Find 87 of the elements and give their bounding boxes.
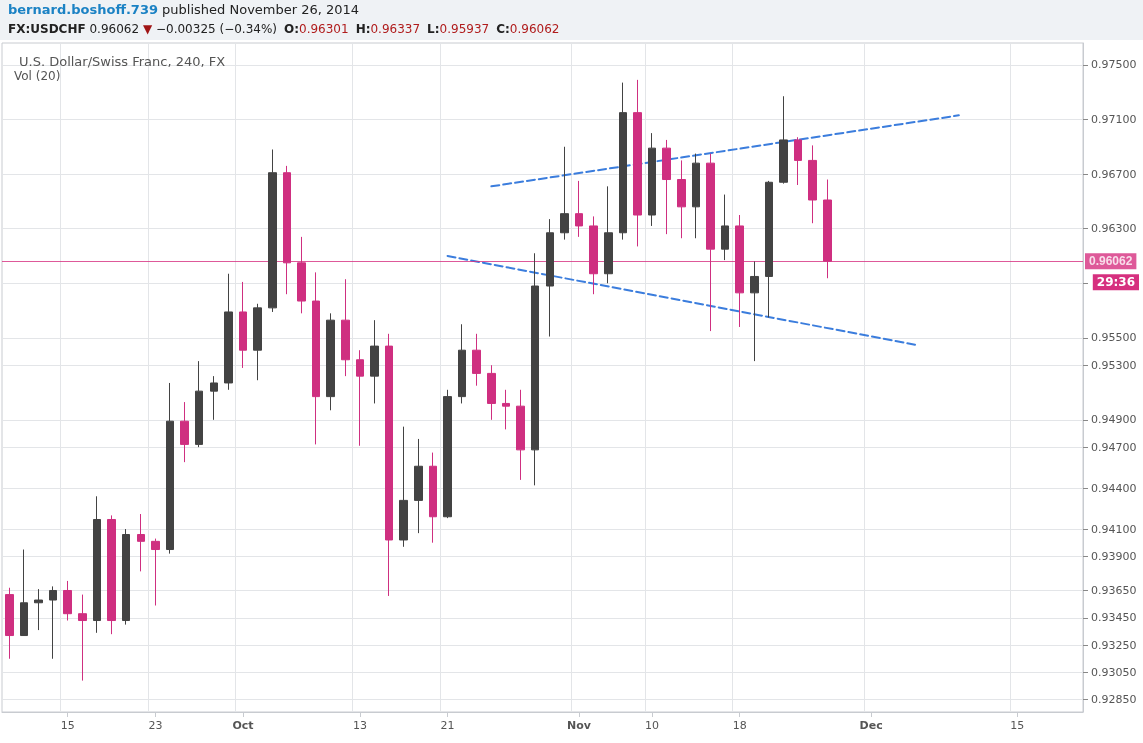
y-tick-label: 0.93900 bbox=[1091, 549, 1137, 563]
candlestick bbox=[604, 185, 613, 284]
candlestick bbox=[808, 144, 817, 224]
candlestick bbox=[472, 333, 481, 387]
candlestick bbox=[166, 382, 174, 555]
candlestick bbox=[692, 153, 700, 239]
y-tick-label: 0.95500 bbox=[1091, 331, 1137, 345]
candlestick bbox=[648, 132, 656, 227]
y-tick-label: 0.97500 bbox=[1091, 58, 1137, 72]
y-tick-label: 0.94700 bbox=[1091, 440, 1137, 454]
candlestick bbox=[443, 389, 452, 519]
y-tick-label: 0.97100 bbox=[1091, 112, 1137, 126]
x-tick-label: 23 bbox=[148, 719, 163, 732]
candlestick bbox=[195, 360, 203, 448]
text: L:0.95937 bbox=[427, 22, 490, 36]
x-tick-label: Dec bbox=[859, 719, 883, 732]
candlestick bbox=[765, 180, 773, 318]
candlestick bbox=[414, 438, 423, 534]
candlestick bbox=[78, 594, 87, 682]
candlestick bbox=[180, 401, 189, 463]
candlestick bbox=[794, 136, 802, 186]
y-tick-label: 0.96300 bbox=[1091, 222, 1137, 236]
candlestick bbox=[239, 281, 247, 369]
candlestick bbox=[137, 513, 145, 572]
ref-line-label: 0.96062 bbox=[1089, 254, 1133, 269]
candlestick bbox=[721, 194, 729, 261]
candlestick bbox=[20, 549, 28, 637]
candlestick bbox=[253, 303, 262, 381]
candlestick bbox=[5, 587, 14, 660]
text: O:0.96301 bbox=[284, 22, 349, 36]
candlestick bbox=[107, 514, 116, 635]
candlestick bbox=[546, 218, 554, 338]
x-tick-label: 15 bbox=[1010, 719, 1025, 732]
candlestick bbox=[779, 95, 788, 185]
candlestick bbox=[677, 159, 686, 239]
candlestick bbox=[458, 323, 466, 404]
candlestick bbox=[662, 139, 671, 235]
candlestick bbox=[399, 426, 408, 548]
x-tick-label: Oct bbox=[232, 719, 254, 732]
y-tick-label: 0.92850 bbox=[1091, 693, 1137, 707]
candlestick bbox=[370, 319, 379, 404]
x-tick-label: 13 bbox=[352, 719, 367, 732]
y-tick-label: 0.93250 bbox=[1091, 638, 1137, 652]
candlestick bbox=[268, 148, 277, 313]
candlestick bbox=[312, 271, 320, 445]
text: U.S. Dollar/Swiss Franc, 240, FX bbox=[19, 54, 226, 69]
candlestick bbox=[575, 180, 583, 238]
y-tick-label: 0.93650 bbox=[1091, 583, 1137, 597]
x-tick-label: 21 bbox=[440, 719, 455, 732]
y-tick-label: 0.94900 bbox=[1091, 413, 1137, 427]
candlestick bbox=[560, 146, 569, 241]
candlestick bbox=[502, 389, 510, 430]
x-tick-label: 15 bbox=[60, 719, 75, 732]
x-tick-label: Nov bbox=[567, 719, 592, 732]
candlestick bbox=[93, 495, 101, 634]
candlestick bbox=[531, 252, 539, 486]
y-tick-label: 0.94100 bbox=[1091, 522, 1137, 536]
candlestick bbox=[516, 389, 525, 481]
text: bernard.boshoff.739 published November 26, 2014 bbox=[8, 2, 360, 17]
x-tick-label: 10 bbox=[645, 719, 660, 732]
text: H:0.96337 bbox=[355, 22, 421, 36]
text: FX:USDCHF 0.96062 ▼ −0.00325 (−0.34%) bbox=[8, 22, 278, 36]
y-tick-label: 0.96700 bbox=[1091, 167, 1137, 181]
candlestick bbox=[385, 333, 393, 597]
y-tick-label: 0.93050 bbox=[1091, 665, 1137, 679]
candlestick bbox=[63, 580, 72, 622]
candlestick bbox=[750, 260, 759, 362]
candlestick bbox=[122, 528, 130, 626]
candlestick bbox=[326, 312, 335, 411]
candlestick bbox=[151, 538, 160, 607]
candlestick bbox=[34, 588, 43, 631]
candlestick bbox=[341, 278, 350, 377]
candlestick bbox=[210, 375, 218, 421]
candlestick bbox=[49, 585, 57, 660]
candlestick bbox=[619, 82, 627, 241]
candlestick bbox=[487, 364, 496, 421]
candlestick bbox=[633, 79, 642, 247]
annotation: Vol (20) bbox=[14, 69, 61, 83]
y-tick-label: 0.94400 bbox=[1091, 481, 1137, 495]
candlestick bbox=[356, 349, 364, 447]
y-tick-label: 0.93450 bbox=[1091, 611, 1137, 625]
x-tick-label: 18 bbox=[732, 719, 747, 732]
candlestick bbox=[224, 273, 233, 391]
y-tick-label: 0.95300 bbox=[1091, 358, 1137, 372]
text: 29:36 bbox=[1096, 275, 1136, 290]
text: C:0.96062 bbox=[496, 22, 560, 36]
candlestick bbox=[429, 452, 437, 544]
